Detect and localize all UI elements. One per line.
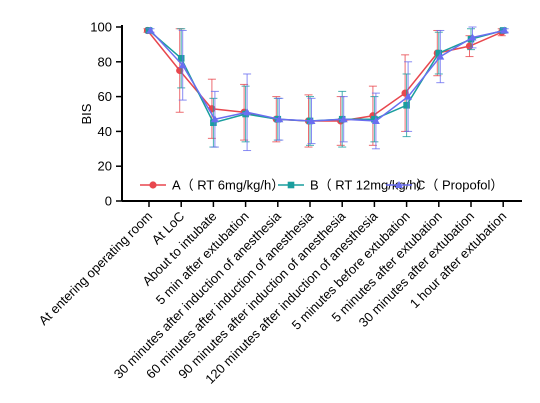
legend-item-3: C（ Propofol） bbox=[386, 178, 503, 193]
legend-item-1: A（ RT 6mg/kg/h） bbox=[140, 178, 284, 193]
data-point bbox=[500, 26, 509, 34]
data-point bbox=[435, 49, 443, 57]
x-category-label: At entering operating room bbox=[36, 209, 155, 328]
legend-swatch-marker bbox=[149, 181, 157, 189]
series-layer bbox=[143, 26, 509, 152]
legend-label: B（ RT 12mg/kg/h） bbox=[310, 178, 429, 193]
legend-swatch-marker bbox=[287, 181, 295, 189]
data-point bbox=[371, 116, 380, 124]
series-1 bbox=[143, 26, 506, 148]
legend: A（ RT 6mg/kg/h） B（ RT 12mg/kg/h）C（ Propof… bbox=[140, 178, 503, 193]
y-tick-label: 40 bbox=[98, 124, 112, 139]
legend-swatch-marker bbox=[395, 181, 403, 188]
y-tick-label: 20 bbox=[98, 159, 112, 174]
y-tick-label: 0 bbox=[105, 194, 112, 209]
data-point bbox=[403, 102, 410, 109]
data-point bbox=[210, 115, 219, 123]
series-line bbox=[148, 29, 504, 124]
data-point bbox=[275, 115, 284, 123]
data-point bbox=[404, 92, 413, 100]
y-tick-label: 60 bbox=[98, 89, 112, 104]
data-point bbox=[243, 108, 252, 116]
series-2 bbox=[145, 27, 508, 148]
series-line bbox=[149, 29, 505, 122]
data-point bbox=[210, 119, 217, 126]
data-point bbox=[146, 26, 155, 34]
legend-label: A（ RT 6mg/kg/h） bbox=[172, 178, 284, 193]
data-point bbox=[468, 33, 477, 41]
series-3 bbox=[146, 26, 509, 152]
data-point bbox=[436, 52, 445, 60]
y-tick-label: 100 bbox=[90, 20, 112, 35]
data-point bbox=[178, 61, 187, 69]
y-tick-label: 80 bbox=[98, 54, 112, 69]
data-point bbox=[307, 116, 316, 124]
legend-item-2: B（ RT 12mg/kg/h） bbox=[278, 178, 429, 193]
axes: 0 20 40 60 80 100 BIS At entering operating roo… bbox=[36, 20, 522, 387]
data-point bbox=[371, 115, 378, 123]
series-line bbox=[146, 30, 502, 122]
y-axis-title: BIS bbox=[79, 103, 94, 124]
legend-label: C（ Propofol） bbox=[416, 178, 503, 193]
data-point bbox=[339, 115, 348, 123]
data-point bbox=[177, 55, 185, 62]
